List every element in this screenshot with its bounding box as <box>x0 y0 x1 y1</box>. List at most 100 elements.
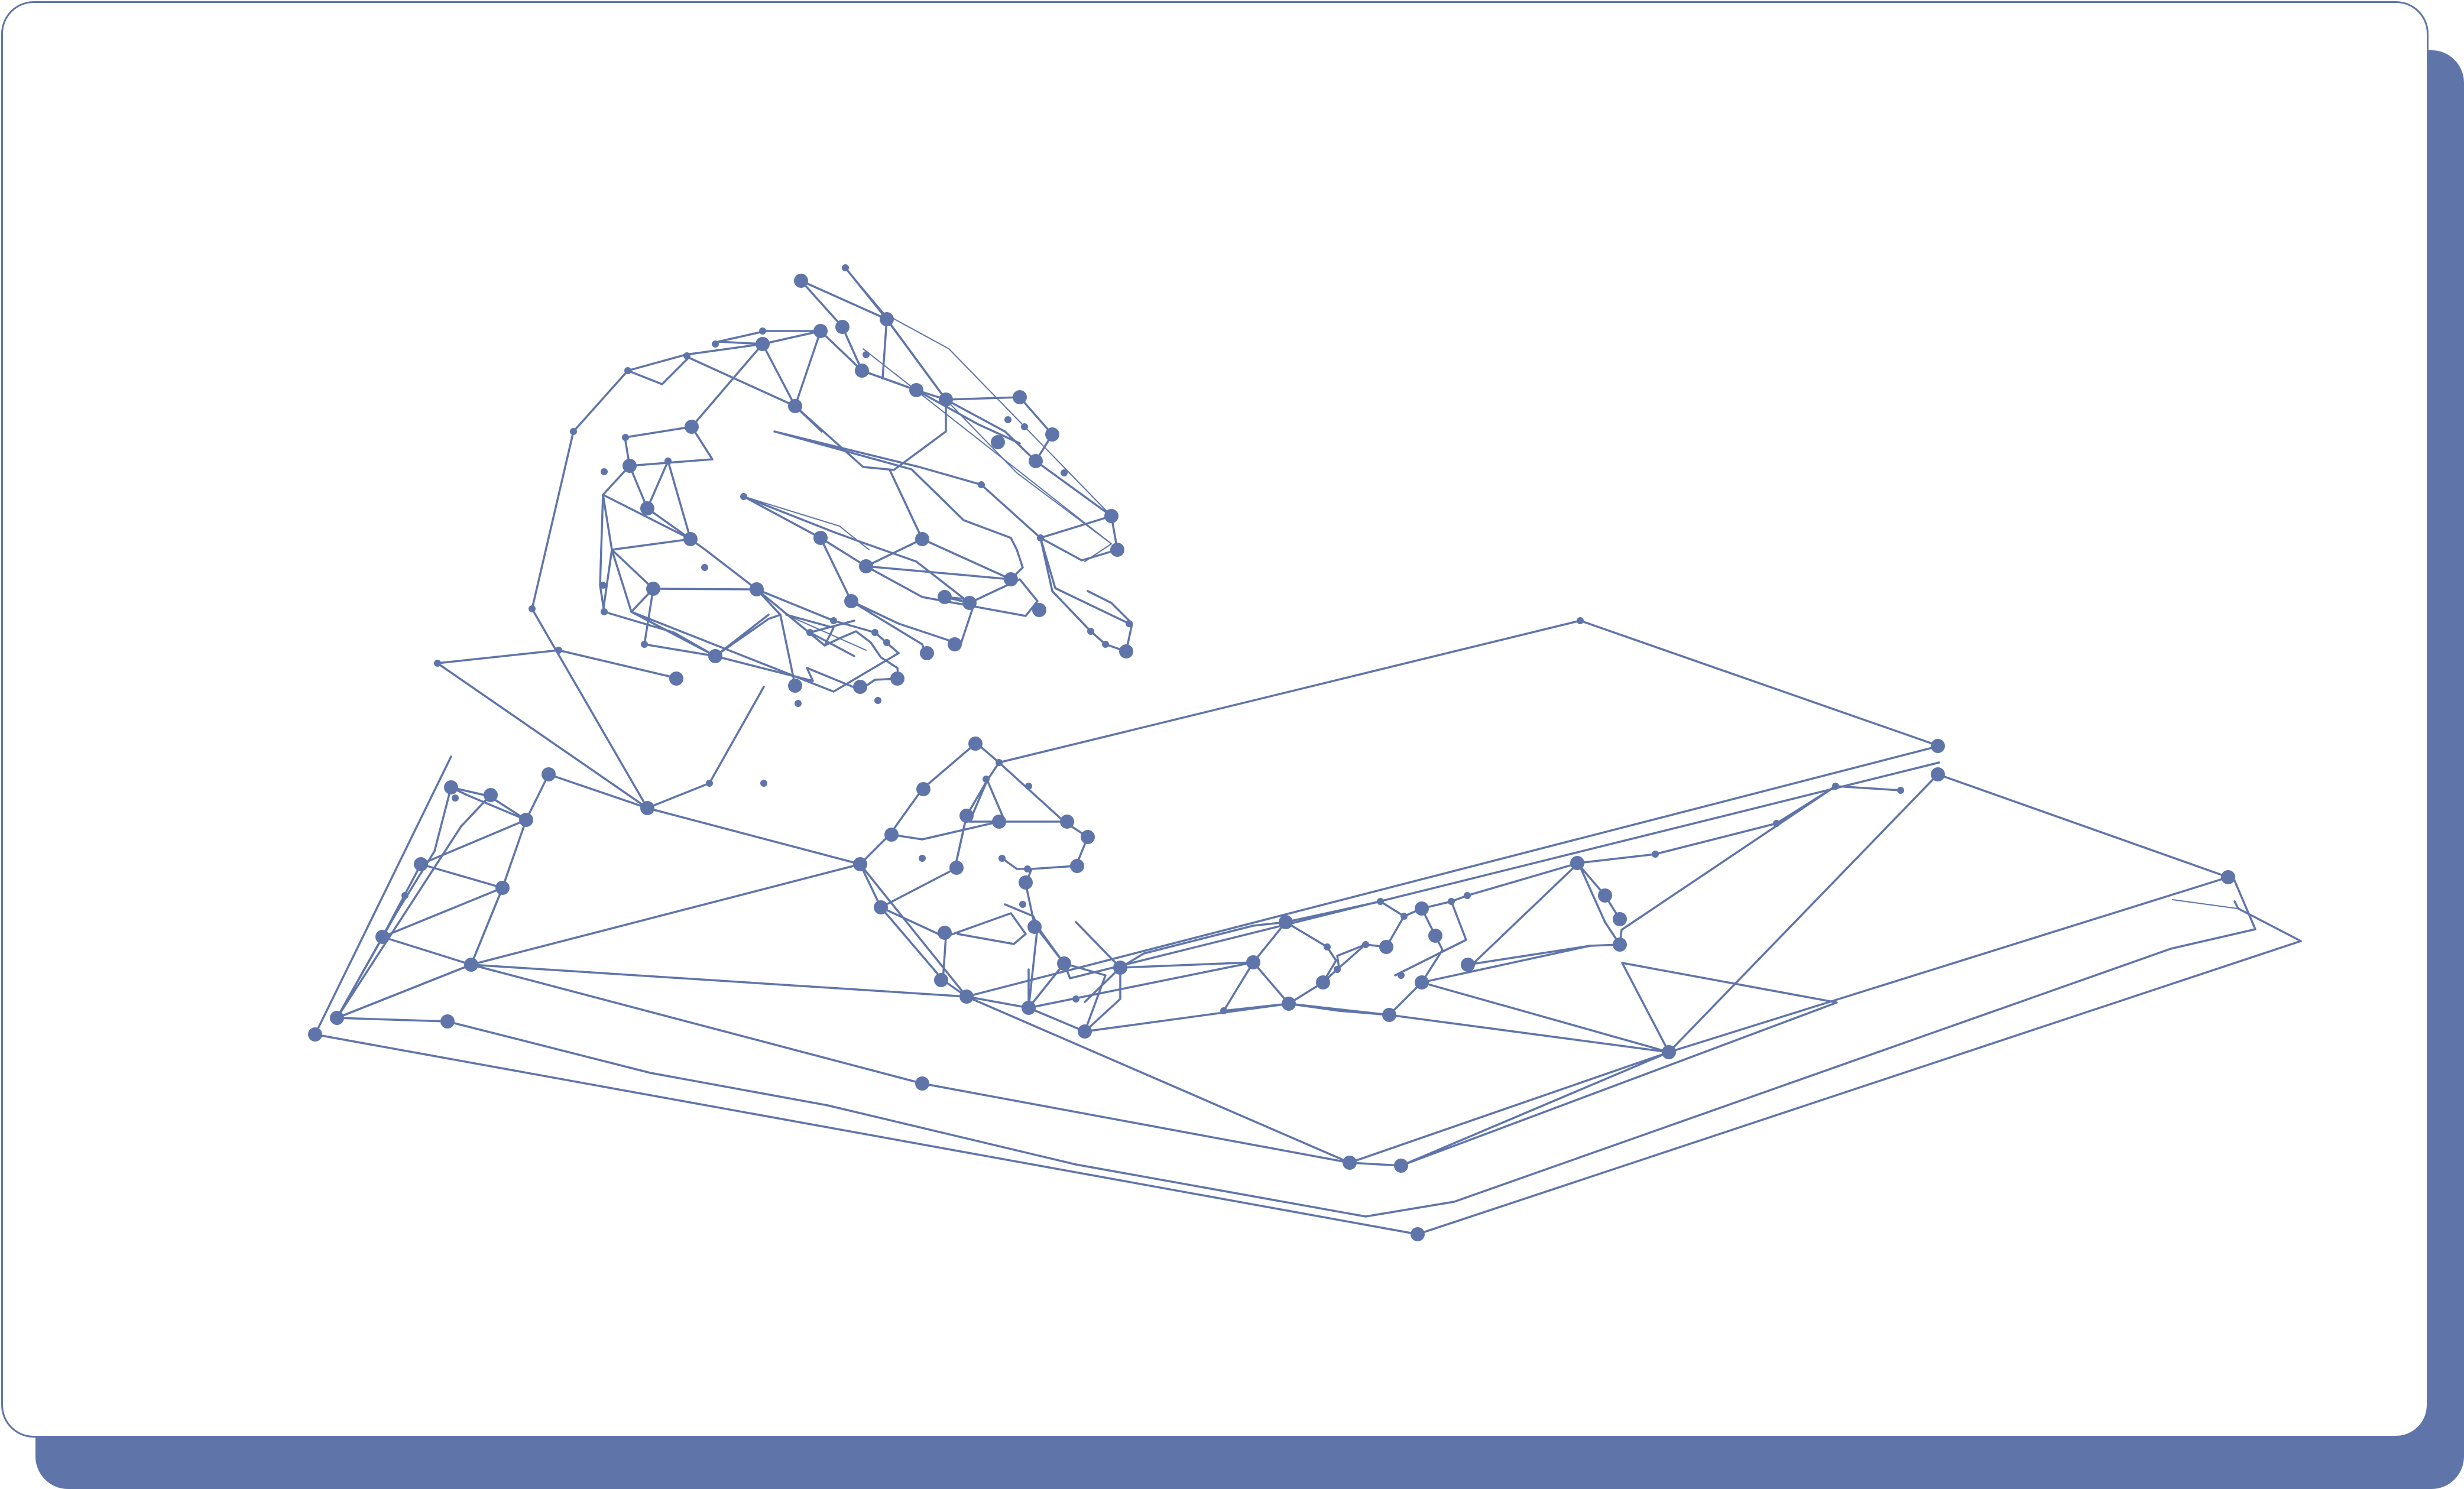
wireframe-node <box>740 493 747 500</box>
wireframe-line <box>1619 785 1837 946</box>
wireframe-node <box>871 629 878 636</box>
wireframe-node <box>890 671 904 686</box>
wireframe-line <box>865 565 1012 580</box>
wireframe-node <box>1113 961 1127 975</box>
book-cover-line <box>314 755 452 1036</box>
wireframe-node <box>920 646 934 660</box>
wireframe-line <box>859 742 977 865</box>
wireframe-node <box>1662 1045 1676 1059</box>
wireframe-node <box>1119 644 1133 658</box>
wireframe-node <box>1931 767 1945 781</box>
wireframe-node <box>939 392 953 407</box>
wireframe-node <box>623 459 637 473</box>
wireframe-node <box>706 780 713 787</box>
wireframe-line <box>336 795 491 1019</box>
wireframe-line <box>336 887 504 1019</box>
wireframe-line <box>1394 900 1467 977</box>
wireframe-node <box>756 337 770 351</box>
mesh-line <box>845 267 1112 517</box>
book-page-line <box>470 773 1939 1164</box>
wireframe-line <box>1063 962 1107 1033</box>
wireframe-node <box>640 801 654 815</box>
wireframe-node <box>915 1076 929 1091</box>
wireframe-node <box>788 399 802 413</box>
book-page-line <box>965 785 1902 1033</box>
wireframe-node <box>685 420 699 434</box>
wireframe-node <box>1613 937 1627 952</box>
wireframe-node <box>1415 975 1429 990</box>
wireframe-node <box>1110 543 1124 557</box>
wireframe-node <box>1316 975 1330 990</box>
wireframe-line <box>336 1017 449 1023</box>
wireframe-node <box>998 855 1006 862</box>
wireframe-line <box>611 549 770 657</box>
wireframe-line <box>652 588 796 687</box>
wireframe-line <box>880 815 1027 945</box>
wireframe-node <box>1034 924 1041 932</box>
wireframe-node <box>1570 856 1584 870</box>
wireframe-line <box>1063 761 1940 979</box>
wireframe-node <box>601 608 608 615</box>
wireframe-node <box>1045 427 1059 442</box>
wireframe-line <box>743 495 971 604</box>
wireframe-line <box>531 330 822 809</box>
wireframe-node <box>1382 1008 1396 1022</box>
wireframe-node <box>1104 509 1118 523</box>
wireframe-line <box>773 280 1118 562</box>
wireframe-line <box>1937 773 2229 878</box>
wireframe-node <box>1428 929 1442 943</box>
wireframe-node <box>1025 783 1032 790</box>
wireframe-node <box>1773 820 1780 827</box>
wireframe-line <box>336 773 550 1019</box>
book-page-line <box>998 619 1940 764</box>
wireframe-node <box>855 364 869 378</box>
wireframe-node <box>813 531 828 545</box>
wireframe-node <box>1061 469 1068 476</box>
wireframe-node <box>844 594 858 608</box>
wireframe-node <box>1037 534 1044 541</box>
wireframe-line <box>819 537 852 602</box>
wireframe-node <box>1577 617 1584 624</box>
wireframe-node <box>983 776 990 783</box>
wireframe-node <box>880 312 894 326</box>
wireframe-node <box>434 660 441 667</box>
wireframe-node <box>863 351 870 358</box>
wireframe-node <box>1282 997 1296 1011</box>
wireframe-node <box>308 1027 322 1042</box>
wireframe-node <box>1279 915 1293 929</box>
wireframe-node <box>938 926 952 940</box>
wireframe-line <box>880 906 968 998</box>
wireframe-node <box>1019 901 1026 908</box>
wireframe-line <box>470 863 968 998</box>
wireframe-node <box>640 501 654 515</box>
wireframe-node <box>934 973 948 987</box>
wireframe-node <box>495 881 510 895</box>
wireframe-node <box>1102 641 1109 648</box>
wireframe-line <box>1421 945 1591 984</box>
mesh-line <box>786 614 867 651</box>
wireframe-line <box>1285 900 1382 923</box>
wireframe-node <box>1415 901 1429 916</box>
wireframe-node <box>1832 783 1839 790</box>
wireframe-node <box>669 671 683 686</box>
wireframe-line <box>624 343 764 467</box>
wireframe-node <box>884 828 899 842</box>
mesh-line <box>743 496 870 550</box>
wireframe-node <box>1400 913 1408 920</box>
wireframe-node <box>916 782 931 796</box>
wireframe-node <box>1087 628 1094 635</box>
wireframe-line <box>381 936 472 966</box>
wireframe-node <box>859 559 873 573</box>
wireframe-node <box>915 532 929 546</box>
wireframe-node <box>1081 830 1095 844</box>
wireframe-node <box>1019 875 1033 890</box>
wireframe-node <box>464 958 478 972</box>
wireframe-line <box>1288 1003 1670 1053</box>
wireframe-node <box>919 855 926 862</box>
wireframe-node <box>1061 960 1068 967</box>
wireframe-node <box>1013 390 1027 404</box>
wireframe-line <box>470 887 504 966</box>
wireframe-node <box>1078 1024 1092 1039</box>
wireframe-node <box>1032 603 1046 617</box>
book-page-line <box>965 745 1940 998</box>
